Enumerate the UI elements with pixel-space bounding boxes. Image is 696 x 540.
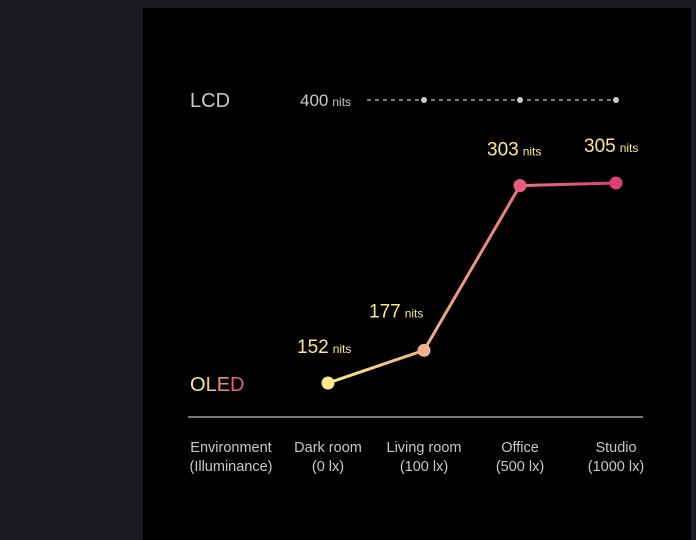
- lcd-series: LCD 400 nits: [190, 90, 619, 112]
- x-tick-label: Office (500 lx): [496, 440, 544, 475]
- lcd-point: [517, 97, 523, 103]
- lcd-value-label: 400 nits: [300, 91, 351, 110]
- right-background: [691, 8, 696, 540]
- oled-point: [609, 176, 623, 190]
- oled-data-label: 305 nits: [584, 136, 638, 157]
- oled-data-label: 152 nits: [297, 337, 351, 358]
- x-axis-row-label: Environment (Illuminance): [190, 440, 273, 475]
- x-tick-label: Studio (1000 lx): [588, 440, 644, 475]
- oled-point: [417, 343, 431, 357]
- x-tick-label: Living room (100 lx): [387, 440, 462, 475]
- chart-panel: [143, 8, 691, 540]
- oled-series-name: OLED: [190, 374, 244, 396]
- oled-series: OLED 152 nits 177 nits 303 nits 305 nits: [190, 136, 638, 396]
- oled-point: [321, 376, 335, 390]
- sidebar-background: [0, 0, 143, 540]
- lcd-point: [421, 97, 427, 103]
- top-background: [143, 0, 696, 8]
- oled-data-label: 177 nits: [369, 301, 423, 322]
- lcd-point: [613, 97, 619, 103]
- oled-point: [513, 179, 527, 193]
- x-axis: Environment (Illuminance) Dark room (0 lx) L…: [188, 416, 644, 475]
- oled-line: [326, 181, 618, 385]
- lcd-series-name: LCD: [190, 90, 230, 112]
- x-tick-label: Dark room (0 lx): [294, 440, 362, 475]
- oled-data-label: 303 nits: [487, 140, 541, 161]
